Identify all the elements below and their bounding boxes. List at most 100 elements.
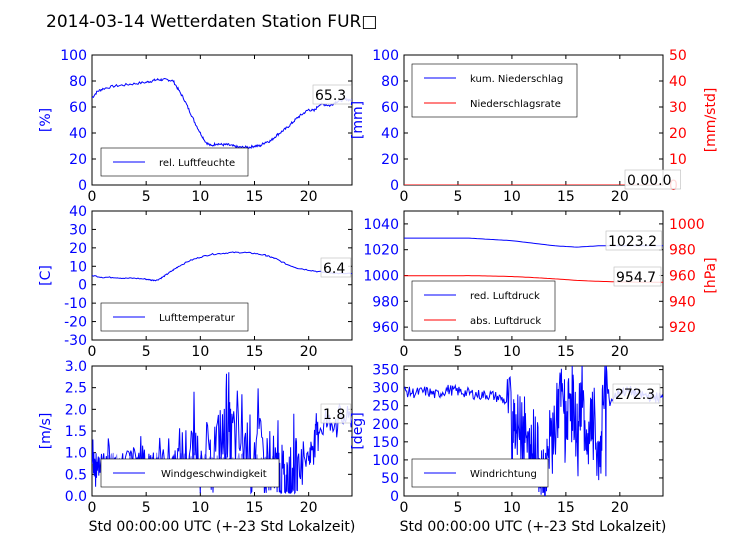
value-annotation: 954.7 <box>616 270 656 286</box>
y-tick-label-right: 1000 <box>669 217 705 233</box>
x-tick-label: 5 <box>142 500 151 516</box>
value-annotation-box <box>312 84 352 105</box>
x-tick-label: 10 <box>191 189 209 205</box>
y-axis-label: [mm] <box>350 101 366 139</box>
x-tick-label: 5 <box>142 189 151 205</box>
value-annotation-box <box>612 383 661 404</box>
y-tick-label: 0 <box>78 278 87 294</box>
y-tick-label: 0 <box>390 489 399 505</box>
y-tick-label: 100 <box>372 48 399 64</box>
legend-label: Windgeschwindigkeit <box>161 469 267 480</box>
x-tick-label: 0 <box>400 500 409 516</box>
y-tick-label: 20 <box>69 152 87 168</box>
y-tick-label: 150 <box>372 435 399 451</box>
y-axis-label: [m/s] <box>38 413 54 450</box>
y-tick-label-right: 20 <box>669 126 687 142</box>
y-axis-label: [deg] <box>350 412 366 449</box>
y-tick-label: 50 <box>381 471 399 487</box>
legend-label: red. Luftdruck <box>470 291 540 302</box>
y-tick-label-right: 10 <box>669 152 687 168</box>
y-tick-label: 2.0 <box>65 402 87 418</box>
y-tick-label: -20 <box>64 315 87 331</box>
y-tick-label: 10 <box>69 259 87 275</box>
x-tick-label: 0 <box>400 189 409 205</box>
y-tick-label: 100 <box>60 48 87 64</box>
x-tick-label: 20 <box>611 189 629 205</box>
x-tick-label: 5 <box>453 500 462 516</box>
value-annotation: 0.00.0 <box>627 173 672 189</box>
value-annotation-box <box>320 257 352 278</box>
y-tick-label-right: 960 <box>669 269 696 285</box>
x-tick-label: 15 <box>246 344 264 360</box>
x-tick-label: 15 <box>557 344 575 360</box>
legend-wind: Windgeschwindigkeit <box>100 458 280 488</box>
panel-humidity: 0 5 10 15 20 0 20 40 60 80 100 [%] rel. Luftfeuchte 6… <box>38 48 353 205</box>
y-tick-label: -10 <box>64 296 87 312</box>
panel-direction: 0 5 10 15 20050100150200250300350[deg]Windri… <box>350 363 664 516</box>
y-tick-label: 200 <box>372 417 399 433</box>
value-annotation-box <box>320 403 352 424</box>
x-tick-label: 10 <box>503 500 521 516</box>
x-tick-label: 20 <box>300 344 318 360</box>
value-annotation: 1023.2 <box>608 234 657 250</box>
plot-area <box>404 366 663 496</box>
y-tick-label: -30 <box>64 333 87 349</box>
y-tick-label: 1000 <box>363 269 399 285</box>
y-tick-label: 1.5 <box>65 424 87 440</box>
x-tick-label: 15 <box>246 189 264 205</box>
y-tick-label: 250 <box>372 399 399 415</box>
y-axis-label-right: [hPa] <box>703 257 719 293</box>
series-line-direction-0 <box>404 366 663 496</box>
legend-label: abs. Luftdruck <box>470 316 541 327</box>
panel-pressure: 0 5 10 15 20 960 980 1000 1020 1040 920 940 960 980 10… <box>363 210 719 360</box>
x-tick-label: 15 <box>246 500 264 516</box>
series-line-humidity-0 <box>92 77 352 150</box>
value-annotation: 272.3 <box>615 387 655 403</box>
plot-area <box>92 77 352 150</box>
y-tick-label-right: 50 <box>669 48 687 64</box>
legend-label: Niederschlagsrate <box>470 99 561 110</box>
y-tick-label: 80 <box>381 74 399 90</box>
legend-label: Windrichtung <box>470 469 537 480</box>
legend-label: rel. Luftfeuchte <box>159 158 235 169</box>
legend-box <box>411 280 556 332</box>
y-axis-label: [C] <box>38 265 54 286</box>
x-tick-label: 15 <box>557 189 575 205</box>
y-tick-label: 980 <box>372 294 399 310</box>
x-tick-label: 20 <box>300 500 318 516</box>
y-tick-label: 300 <box>372 381 399 397</box>
x-tick-label: 10 <box>503 344 521 360</box>
y-axis-label: [%] <box>38 108 54 132</box>
figure-title: 2014-03-14 Wetterdaten Station FUR□ <box>46 12 377 32</box>
y-tick-label: 1020 <box>363 243 399 259</box>
y-tick-label: 40 <box>69 204 87 220</box>
y-tick-label: 3.0 <box>65 359 87 375</box>
x-tick-label: 10 <box>191 500 209 516</box>
y-tick-label-right: 980 <box>669 243 696 259</box>
legend-temperature: Lufttemperatur <box>100 302 249 332</box>
legend-direction: Windrichtung <box>411 458 549 488</box>
y-tick-label-right: 40 <box>669 74 687 90</box>
y-tick-label: 960 <box>372 320 399 336</box>
panel-rain: 0510152002040608010001020304050[mm][mm/s… <box>350 48 719 205</box>
x-tick-label: 10 <box>191 344 209 360</box>
x-tick-label: 5 <box>142 344 151 360</box>
y-tick-label: 1040 <box>363 217 399 233</box>
legend-pressure: red. Luftdruck abs. Luftdruck <box>411 280 556 332</box>
x-tick-label: 0 <box>400 344 409 360</box>
panel-temperature: 0 5 10 15 20 -30 -20 -10 0 10 20 30 40 [C] Lufttempera… <box>38 204 353 360</box>
y-tick-label: 350 <box>372 363 399 379</box>
value-annotation-box <box>624 169 681 190</box>
y-tick-label: 0 <box>78 178 87 194</box>
plot-area <box>92 251 352 282</box>
panel-wind: 0 5 10 15 20 0.0 0.5 1.0 1.5 2.0 2.5 3.0 [m/s] Windge… <box>38 359 353 516</box>
value-annotation: 6.4 <box>323 261 345 277</box>
y-tick-label: 40 <box>69 126 87 142</box>
x-axis-label-right: Std 00:00:00 UTC (+-23 Std Lokalzeit) <box>400 519 667 535</box>
y-tick-label: 30 <box>69 222 87 238</box>
x-tick-label: 5 <box>453 344 462 360</box>
legend-label: kum. Niederschlag <box>470 74 563 85</box>
x-axis-label-left: Std 00:00:00 UTC (+-23 Std Lokalzeit) <box>89 519 356 535</box>
y-tick-label: 0.0 <box>65 489 87 505</box>
